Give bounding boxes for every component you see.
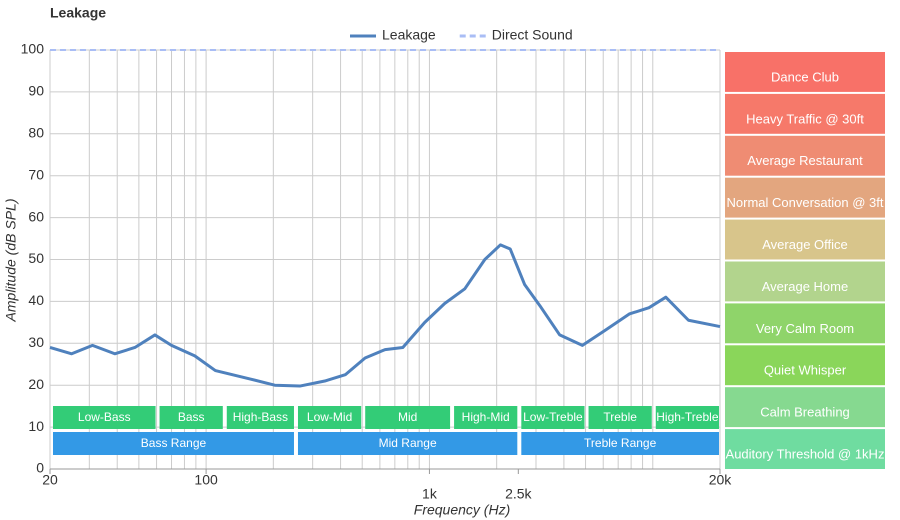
level-label: Dance Club xyxy=(771,69,839,84)
y-tick-label: 90 xyxy=(28,83,44,99)
legend-label: Direct Sound xyxy=(492,27,573,43)
y-tick-label: 50 xyxy=(28,250,44,266)
y-axis-label: Amplitude (dB SPL) xyxy=(3,199,19,323)
level-label: Quiet Whisper xyxy=(764,363,847,378)
level-block xyxy=(725,387,885,428)
x-tick-label: 2.5k xyxy=(505,486,532,502)
level-block xyxy=(725,345,885,386)
range-label: Treble Range xyxy=(584,436,657,450)
level-label: Very Calm Room xyxy=(756,321,854,336)
y-tick-label: 60 xyxy=(28,208,44,224)
level-label: Average Restaurant xyxy=(747,153,863,168)
band-box xyxy=(53,406,156,429)
y-tick-label: 0 xyxy=(36,460,44,476)
band-box xyxy=(365,406,451,429)
range-box xyxy=(53,432,294,455)
level-label: Calm Breathing xyxy=(760,405,850,420)
band-label: High-Mid xyxy=(462,410,510,424)
y-tick-label: 70 xyxy=(28,166,44,182)
band-label: Treble xyxy=(603,410,637,424)
level-label: Average Home xyxy=(762,279,848,294)
band-box xyxy=(226,406,294,429)
range-label: Bass Range xyxy=(141,436,207,450)
level-label: Average Office xyxy=(762,237,848,252)
y-tick-label: 20 xyxy=(28,376,44,392)
level-block xyxy=(725,135,885,176)
level-block xyxy=(725,177,885,218)
level-block xyxy=(725,219,885,260)
band-box xyxy=(521,406,585,429)
band-label: Low-Bass xyxy=(78,410,131,424)
y-tick-label: 80 xyxy=(28,125,44,141)
level-block xyxy=(725,303,885,344)
x-tick-label: 100 xyxy=(194,472,218,488)
level-label: Heavy Traffic @ 30ft xyxy=(746,111,864,126)
x-axis-label: Frequency (Hz) xyxy=(414,502,510,518)
range-box xyxy=(297,432,518,455)
level-block xyxy=(725,52,885,92)
range-box xyxy=(521,432,719,455)
level-block xyxy=(725,93,885,134)
legend-label: Leakage xyxy=(382,27,436,43)
y-tick-label: 10 xyxy=(28,418,44,434)
band-box xyxy=(454,406,518,429)
y-tick-label: 30 xyxy=(28,334,44,350)
range-label: Mid Range xyxy=(379,436,437,450)
x-tick-label: 20k xyxy=(709,472,733,488)
band-label: Mid xyxy=(398,410,417,424)
band-label: High-Treble xyxy=(656,410,719,424)
band-label: High-Bass xyxy=(233,410,288,424)
band-box xyxy=(159,406,223,429)
level-block xyxy=(725,429,885,469)
series-line xyxy=(49,243,721,388)
band-box xyxy=(588,406,652,429)
band-label: Low-Mid xyxy=(307,410,352,424)
level-label: Auditory Threshold @ 1kHz xyxy=(726,446,885,461)
level-label: Normal Conversation @ 3ft xyxy=(727,195,884,210)
band-label: Bass xyxy=(178,410,205,424)
x-tick-label: 1k xyxy=(422,486,438,502)
y-tick-label: 100 xyxy=(21,41,45,57)
level-block xyxy=(725,261,885,302)
band-box xyxy=(655,406,719,429)
band-box xyxy=(297,406,362,429)
x-tick-label: 20 xyxy=(42,472,58,488)
band-label: Low-Treble xyxy=(523,410,583,424)
y-tick-label: 40 xyxy=(28,292,44,308)
chart-title: Leakage xyxy=(50,5,106,21)
